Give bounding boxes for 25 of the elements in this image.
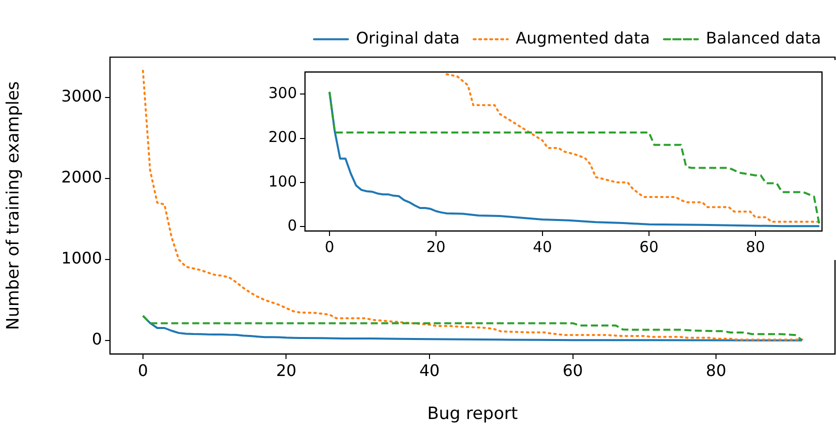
y-tick-label: 100 — [268, 172, 297, 190]
legend-label: Augmented data — [516, 28, 650, 48]
y-tick-label: 0 — [92, 330, 102, 349]
legend-label: Balanced data — [706, 28, 821, 48]
x-tick-label: 0 — [138, 360, 148, 380]
x-tick-label: 60 — [639, 238, 659, 256]
y-tick-label: 2000 — [61, 168, 102, 187]
x-tick-label: 20 — [276, 360, 296, 380]
y-tick-label: 1000 — [61, 248, 102, 268]
y-tick-label: 300 — [268, 84, 297, 102]
legend-label: Original data — [356, 28, 460, 48]
x-tick-label: 80 — [746, 238, 765, 256]
x-tick-label: 80 — [706, 360, 726, 380]
y-tick-label: 0 — [287, 216, 297, 234]
y-axis-title: Number of training examples — [4, 81, 24, 330]
x-tick-label: 40 — [532, 238, 552, 256]
y-tick-label: 200 — [268, 128, 297, 146]
x-axis-title: Bug report — [427, 404, 518, 424]
x-tick-label: 40 — [419, 360, 440, 380]
x-tick-label: 60 — [562, 360, 583, 380]
line-series — [446, 73, 820, 223]
x-tick-label: 20 — [426, 238, 446, 256]
y-tick-label: 3000 — [61, 86, 102, 106]
line-series — [142, 70, 804, 341]
x-tick-label: 0 — [324, 238, 334, 256]
